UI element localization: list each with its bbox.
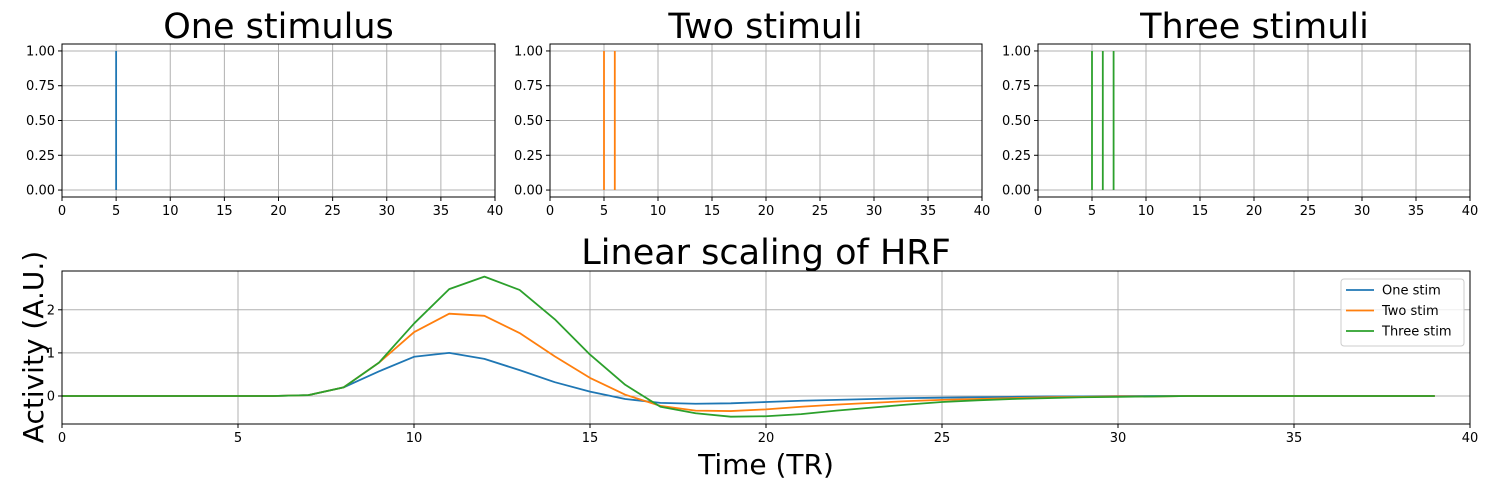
panel-title: Two stimuli (667, 7, 862, 47)
x-tick-label: 0 (1034, 204, 1042, 219)
x-tick-label: 20 (270, 204, 287, 219)
y-tick-label: 2 (47, 303, 55, 318)
panel-title: Linear scaling of HRF (581, 233, 950, 273)
three-stim-line (62, 275, 1435, 418)
y-tick-label: 1.00 (1002, 44, 1031, 59)
x-tick-label: 40 (1462, 431, 1479, 446)
x-tick-label: 30 (378, 204, 395, 219)
panel-title: Three stimuli (1139, 7, 1369, 47)
legend-label-three-stim: Three stim (1381, 325, 1452, 340)
x-tick-label: 35 (433, 204, 450, 219)
x-tick-label: 15 (582, 431, 599, 446)
x-tick-label: 0 (58, 204, 66, 219)
x-tick-label: 10 (1138, 204, 1155, 219)
three-stimuli-panel: Three stimuli 0 5 10 15 20 25 30 35 40 0.00 0.25 0.… (1002, 7, 1478, 219)
x-tick-label: 0 (58, 431, 66, 446)
one-stimulus-panel: One stimulus 0 5 10 15 20 25 30 35 40 0.00 0.25 0.5… (26, 7, 503, 219)
hrf-panel: Linear scaling of HRF 0 5 10 15 20 25 30 35 40 0 1… (17, 233, 1478, 481)
x-axis-label: Time (TR) (697, 448, 834, 481)
y-tick-label: 0.75 (514, 79, 543, 94)
x-tick-label: 15 (704, 204, 721, 219)
y-tick-label: 0.50 (1002, 114, 1031, 129)
x-tick-label: 25 (324, 204, 341, 219)
y-tick-label: 0.25 (26, 149, 55, 164)
x-tick-label: 25 (812, 204, 829, 219)
x-tick-label: 35 (1408, 204, 1425, 219)
x-tick-label: 40 (1462, 204, 1479, 219)
y-tick-label: 0.50 (26, 114, 55, 129)
x-tick-label: 30 (1354, 204, 1371, 219)
y-tick-label: 0.25 (514, 149, 543, 164)
x-tick-label: 5 (600, 204, 608, 219)
legend: One stim Two stim Three stim (1340, 278, 1465, 347)
x-tick-label: 5 (1088, 204, 1096, 219)
y-tick-label: 0.50 (514, 114, 543, 129)
x-tick-label: 5 (112, 204, 120, 219)
x-tick-label: 40 (974, 204, 991, 219)
legend-label-one-stim: One stim (1382, 284, 1441, 299)
x-tick-label: 10 (650, 204, 667, 219)
x-tick-label: 10 (162, 204, 179, 219)
x-tick-label: 20 (758, 204, 775, 219)
x-tick-label: 20 (758, 431, 775, 446)
x-tick-label: 25 (1300, 204, 1317, 219)
x-tick-label: 30 (866, 204, 883, 219)
y-tick-label: 0 (47, 389, 55, 404)
y-tick-label: 1.00 (514, 44, 543, 59)
x-tick-label: 20 (1246, 204, 1263, 219)
x-tick-label: 35 (1286, 431, 1303, 446)
y-tick-label: 0.75 (1002, 79, 1031, 94)
y-tick-label: 0.00 (1002, 184, 1031, 199)
y-tick-label: 1.00 (26, 44, 55, 59)
y-axis-label: Activity (A.U.) (17, 251, 50, 443)
legend-frame (1340, 278, 1465, 347)
x-tick-label: 25 (934, 431, 951, 446)
legend-label-two-stim: Two stim (1381, 304, 1439, 319)
x-tick-label: 15 (216, 204, 233, 219)
x-tick-label: 0 (546, 204, 554, 219)
two-stimuli-panel: Two stimuli 0 5 10 15 20 25 30 35 40 0.00 0.25 0.50… (514, 7, 990, 219)
x-tick-label: 30 (1110, 431, 1127, 446)
x-tick-label: 40 (487, 204, 504, 219)
y-tick-label: 0.00 (26, 184, 55, 199)
y-tick-label: 0.00 (514, 184, 543, 199)
panel-title: One stimulus (163, 7, 394, 47)
x-tick-label: 10 (406, 431, 423, 446)
x-tick-label: 15 (1192, 204, 1209, 219)
x-tick-label: 5 (234, 431, 242, 446)
y-tick-label: 0.25 (1002, 149, 1031, 164)
y-tick-label: 0.75 (26, 79, 55, 94)
y-tick-label: 1 (47, 346, 55, 361)
x-tick-label: 35 (920, 204, 937, 219)
